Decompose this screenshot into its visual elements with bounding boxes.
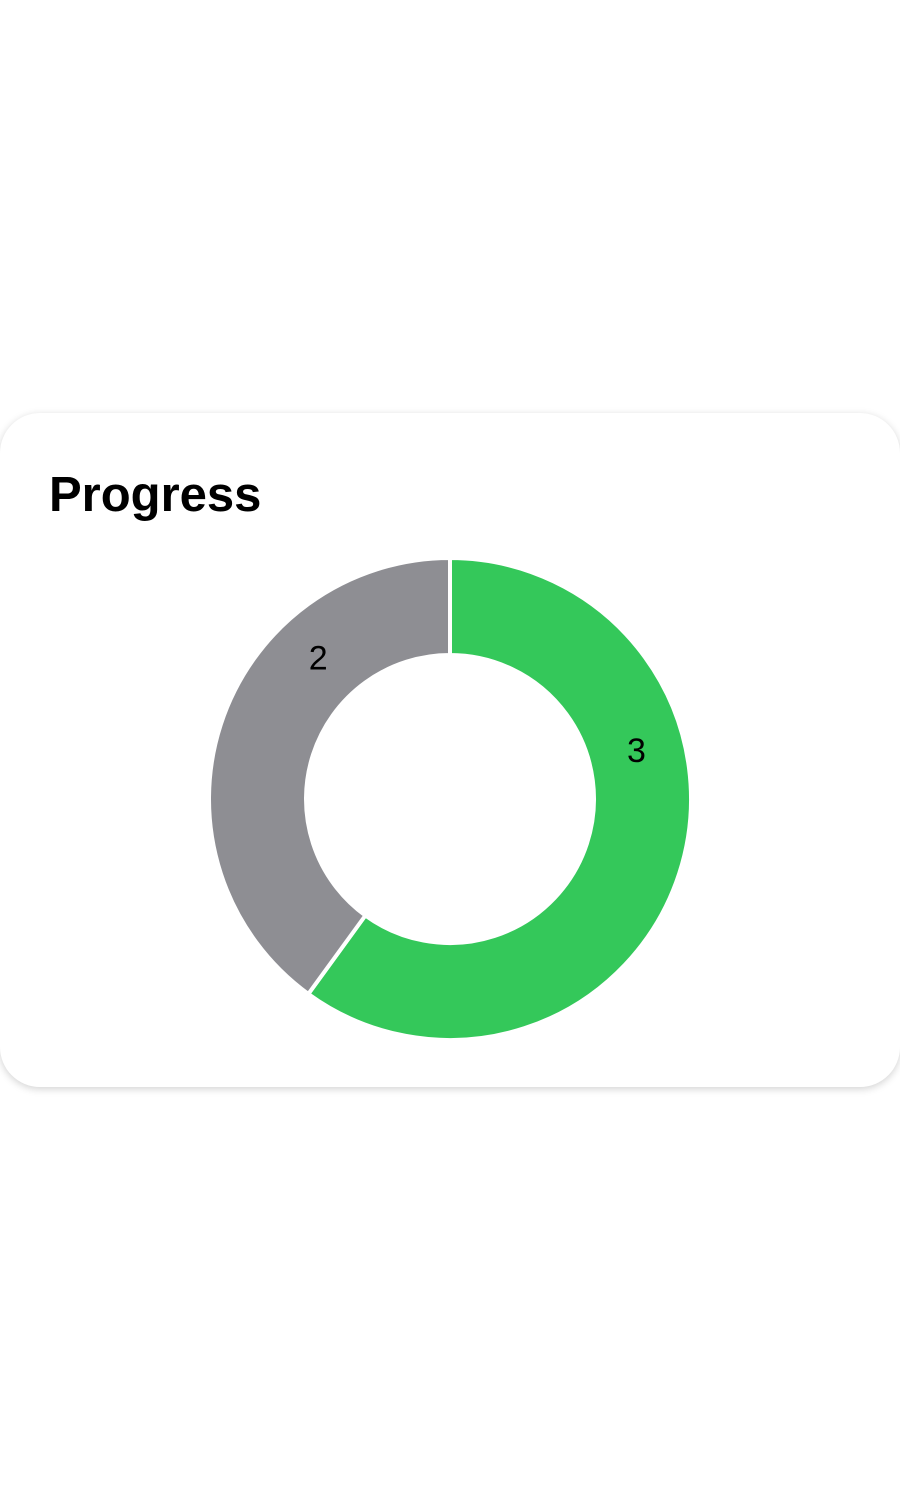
card-title: Progress	[49, 468, 262, 522]
donut-slices	[207, 555, 693, 1042]
donut-slice-1	[305, 555, 693, 1042]
progress-donut-chart: 32	[207, 555, 693, 1042]
donut-slice-label-2: 2	[309, 640, 328, 678]
donut-labels: 32	[309, 640, 646, 770]
donut-slice-2	[207, 555, 452, 997]
donut-slice-label-1: 3	[627, 732, 646, 770]
